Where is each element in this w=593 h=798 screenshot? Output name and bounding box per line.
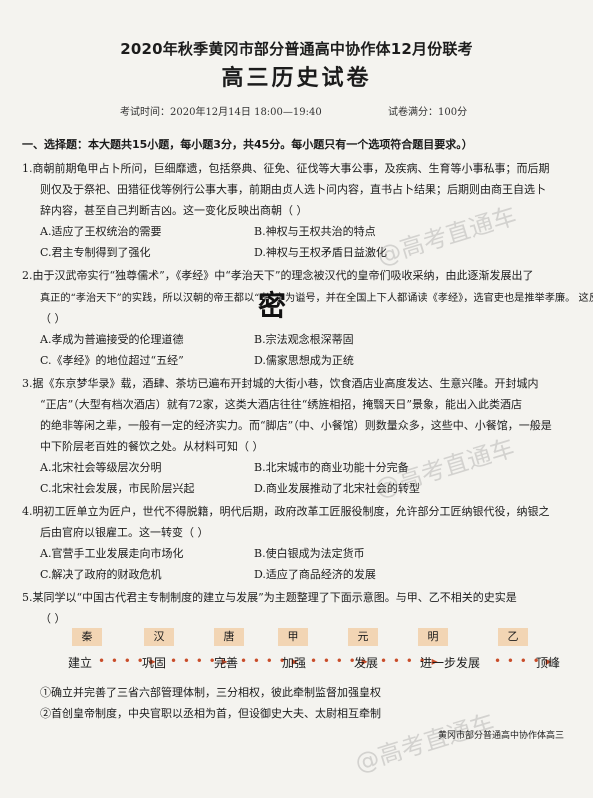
timeline-arrow-2: • • • • ▸ bbox=[170, 654, 229, 668]
q5-statement-1: ①确立并完善了三省六部管理体制，三分相权，彼此牵制监督加强皇权 bbox=[40, 686, 381, 699]
q4-line-2: 后由官府以银雇工。这一转变（ ） bbox=[40, 526, 209, 539]
q3-option-c: C.北宋社会发展，市民阶层兴起 bbox=[40, 482, 195, 495]
watermark-1: @高考直通车 bbox=[373, 201, 520, 271]
timeline-period-jia: 甲 bbox=[278, 628, 308, 646]
q2-option-d: D.儒家思想成为正统 bbox=[254, 354, 354, 367]
timeline-period-han: 汉 bbox=[144, 628, 174, 646]
timeline-period-tang: 唐 bbox=[214, 628, 244, 646]
q2-option-b: B.宗法观念根深蒂固 bbox=[254, 333, 354, 346]
q1-option-c: C.君主专制得到了强化 bbox=[40, 246, 151, 259]
q1-option-a: A.适应了王权统治的需要 bbox=[40, 225, 162, 238]
exam-time: 考试时间：2020年12月14日 18:00—19:40 bbox=[120, 107, 322, 118]
dynasty-timeline: 秦 汉 唐 甲 元 明 乙 建立 • • • • ▸ 巩固 • • • • ▸ … bbox=[68, 628, 560, 672]
q1-line-1: 1.商朝前期龟甲占卜所问，巨细靡遗，包括祭典、征免、征伐等大事公事，及疾病、生育… bbox=[22, 162, 550, 175]
q1-option-b: B.神权与王权共治的特点 bbox=[254, 225, 376, 238]
q2-line-2: 真正的“孝治天下”的实践，所以汉朝的帝王都以“孝”字为谥号，并在全国上下人都诵读… bbox=[40, 293, 593, 304]
q4-option-a: A.官营手工业发展走向市场化 bbox=[40, 547, 184, 560]
q3-option-d: D.商业发展推动了北宋社会的转型 bbox=[254, 482, 420, 495]
timeline-arrow-6: • • • • ▸ bbox=[494, 654, 553, 668]
timeline-stage-6: 进一步发展 bbox=[420, 656, 481, 670]
q2-option-a: A.孝成为普遍接受的伦理道德 bbox=[40, 333, 184, 346]
timeline-arrow-1: • • • • ▸ bbox=[98, 654, 157, 668]
timeline-period-yuan: 元 bbox=[348, 628, 378, 646]
q3-line-3: 的绝非等闲之辈，一般有一定的经济实力。而“脚店”（中、小餐馆）则数量众多，这些中… bbox=[40, 419, 552, 432]
exam-subtitle: 高三历史试卷 bbox=[221, 66, 372, 91]
q2-line-1: 2.由于汉武帝实行“独尊儒术”，《孝经》中“孝治天下”的理念被汉代的皇帝们吸收采… bbox=[22, 269, 534, 282]
timeline-stage-7: 顶峰 bbox=[536, 656, 561, 670]
q5-line-2: （ ） bbox=[40, 612, 66, 625]
q1-line-3: 辞内容，甚至自己判断吉凶。这一变化反映出商朝（ ） bbox=[40, 204, 308, 217]
q3-line-4: 中下阶层老百姓的餐饮之处。从材料可知（ ） bbox=[40, 440, 264, 453]
timeline-arrow-3: • • • • ▸ bbox=[240, 654, 299, 668]
q3-line-1: 3.据《东京梦华录》载，酒肆、茶坊已遍布开封城的大街小巷，饮食酒店业高度发达、生… bbox=[22, 377, 539, 390]
q4-option-b: B.使白银成为法定货币 bbox=[254, 547, 365, 560]
q4-option-d: D.适应了商品经济的发展 bbox=[254, 568, 376, 581]
section-heading: 一、选择题：本大题共15小题，每小题3分，共45分。每小题只有一个选项符合题目要… bbox=[22, 138, 473, 151]
timeline-stage-1: 建立 bbox=[68, 656, 93, 670]
timeline-stage-4: 加强 bbox=[282, 656, 307, 670]
q3-option-a: A.北宋社会等级层次分明 bbox=[40, 461, 162, 474]
q1-line-2: 则仅及于祭祀、田猎征伐等例行公事大事，前期由贞人选卜问内容，直书占卜结果；后期则… bbox=[40, 183, 546, 196]
q3-option-b: B.北宋城市的商业功能十分完备 bbox=[254, 461, 409, 474]
page-footer: 黄冈市部分普通高中协作体高三 bbox=[438, 731, 565, 741]
timeline-arrow-5: • • • • ▸ bbox=[380, 654, 439, 668]
timeline-period-qin: 秦 bbox=[72, 628, 102, 646]
q2-option-c: C.《孝经》的地位超过“五经” bbox=[40, 354, 184, 367]
timeline-arrow-4: • • • • ▸ bbox=[310, 654, 369, 668]
q5-line-1: 5.某同学以“中国古代君主专制制度的建立与发展”为主题整理了下面示意图。与甲、乙… bbox=[22, 591, 517, 604]
full-score: 试卷满分：100分 bbox=[388, 107, 468, 118]
q1-option-d: D.神权与王权矛盾日益激化 bbox=[254, 246, 387, 259]
secret-stamp: 密 bbox=[258, 289, 287, 322]
timeline-period-ming: 明 bbox=[418, 628, 448, 646]
timeline-stage-3: 完善 bbox=[214, 656, 239, 670]
q3-line-2: “正店”（大型有档次酒店）就有72家，这类大酒店往往“绣旌相招，掩翳天日”景象，… bbox=[40, 398, 522, 411]
watermark-2: @高考直通车 bbox=[371, 433, 518, 503]
timeline-period-yi: 乙 bbox=[498, 628, 528, 646]
exam-title: 2020年秋季黄冈市部分普通高中协作体12月份联考 bbox=[120, 40, 473, 58]
timeline-stage-2: 巩固 bbox=[142, 656, 167, 670]
timeline-stage-5: 发展 bbox=[354, 656, 379, 670]
q5-statement-2: ②首创皇帝制度，中央官职以丞相为首，但设御史大夫、太尉相互牵制 bbox=[40, 707, 381, 720]
q4-line-1: 4.明初工匠单立为匠户，世代不得脱籍，明代后期，政府改革工匠服役制度，允许部分工… bbox=[22, 505, 550, 518]
q2-line-3: （ ） bbox=[40, 312, 66, 325]
q4-option-c: C.解决了政府的财政危机 bbox=[40, 568, 162, 581]
